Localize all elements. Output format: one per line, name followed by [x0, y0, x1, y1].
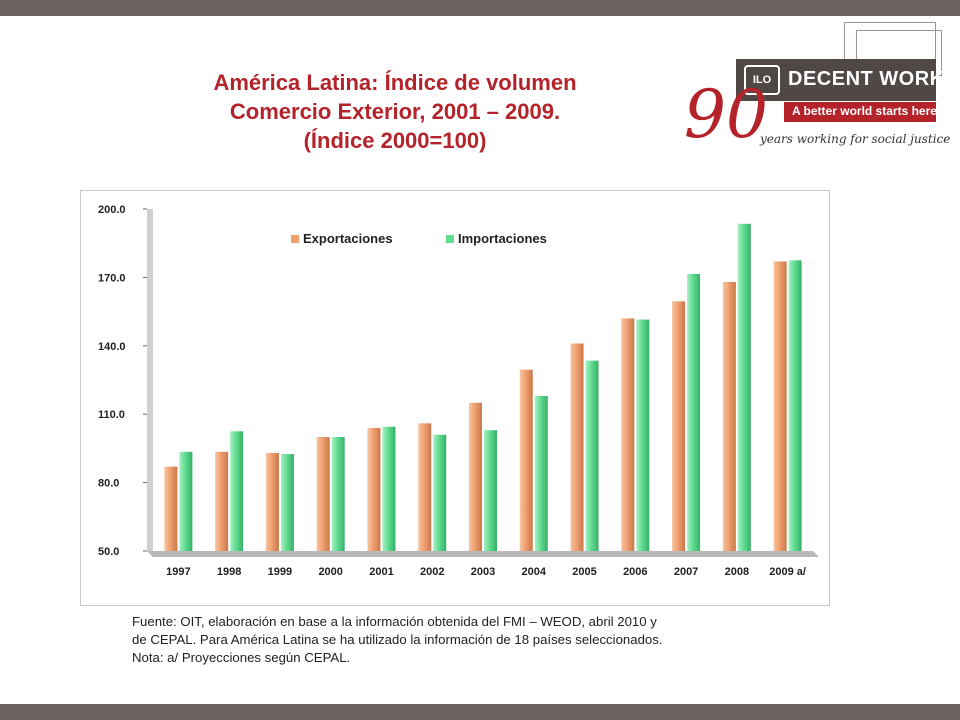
- title-line-2: Comercio Exterior, 2001 – 2009.: [229, 99, 561, 124]
- bar-importaciones: [687, 273, 701, 551]
- chart-floor: [147, 551, 819, 557]
- bar-exportaciones: [265, 452, 279, 551]
- logo-script-text: years working for social justice: [760, 132, 951, 146]
- bar-importaciones: [179, 451, 193, 551]
- x-tick-label: 2009 a/: [769, 566, 806, 578]
- bar-importaciones: [382, 426, 396, 551]
- legend-swatch-exportaciones: [291, 235, 299, 243]
- source-line-2: de CEPAL. Para América Latina se ha util…: [132, 632, 663, 647]
- bottom-frame-bar: [0, 704, 960, 720]
- title-line-1: América Latina: Índice de volumen: [213, 70, 577, 95]
- x-tick-label: 2002: [420, 566, 444, 578]
- bar-exportaciones: [519, 369, 533, 551]
- y-axis-wall: [147, 209, 153, 551]
- bar-exportaciones: [367, 427, 381, 551]
- bar-importaciones: [331, 437, 345, 551]
- x-tick-label: 1997: [166, 566, 190, 578]
- logo-90-anniversary: 90: [684, 76, 768, 153]
- decent-work-logo: ILO DECENT WORK A better world starts he…: [684, 22, 954, 162]
- bar-importaciones: [280, 454, 294, 551]
- logo-dark-banner: ILO DECENT WORK: [736, 59, 944, 101]
- slide-title: América Latina: Índice de volumen Comerc…: [150, 68, 640, 155]
- logo-red-banner: A better world starts here: [784, 102, 937, 122]
- x-tick-label: 2000: [318, 566, 342, 578]
- bar-importaciones: [230, 431, 244, 551]
- y-tick-label: 110.0: [98, 409, 125, 421]
- source-note: Fuente: OIT, elaboración en base a la in…: [132, 613, 812, 667]
- title-line-3: (Índice 2000=100): [303, 128, 487, 153]
- y-tick-label: 80.0: [98, 478, 119, 490]
- bar-importaciones: [484, 430, 497, 551]
- y-tick-label: 50.0: [98, 546, 119, 558]
- chart-container: 50.0 80.0 110.0 140.0 170.0 200.0 1997 1998 1999…: [80, 190, 830, 606]
- bar-importaciones: [585, 360, 599, 551]
- y-tick-label: 140.0: [98, 341, 126, 353]
- bar-exportaciones: [469, 402, 482, 551]
- bar-importaciones: [534, 395, 548, 551]
- x-tick-label: 2007: [674, 566, 698, 578]
- x-tick-label: 1999: [268, 566, 292, 578]
- bar-exportaciones: [621, 318, 635, 551]
- y-tick-label: 170.0: [98, 272, 126, 284]
- ilo-emblem-icon: ILO: [744, 65, 780, 95]
- bar-exportaciones: [215, 451, 229, 551]
- legend-swatch-importaciones: [446, 235, 454, 243]
- bar-exportaciones: [722, 281, 736, 551]
- source-line-1: Fuente: OIT, elaboración en base a la in…: [132, 614, 657, 629]
- y-tick-label: 200.0: [98, 204, 126, 216]
- x-tick-label: 1998: [217, 566, 241, 578]
- bar-importaciones: [737, 223, 751, 551]
- bar-exportaciones: [164, 466, 178, 551]
- bar-chart: 50.0 80.0 110.0 140.0 170.0 200.0 1997 1998 1999…: [98, 204, 819, 578]
- bar-exportaciones: [570, 343, 584, 551]
- x-tick-label: 2004: [522, 566, 547, 578]
- x-tick-label: 2005: [572, 566, 596, 578]
- bar-importaciones: [433, 434, 447, 551]
- legend-label-importaciones: Importaciones: [458, 231, 547, 246]
- logo-tagline: A better world starts here: [792, 104, 937, 118]
- top-frame-bar: [0, 0, 960, 16]
- bar-exportaciones: [418, 423, 432, 551]
- bar-exportaciones: [672, 301, 686, 551]
- bar-exportaciones: [773, 261, 787, 551]
- source-line-3: Nota: a/ Proyecciones según CEPAL.: [132, 650, 351, 665]
- legend-label-exportaciones: Exportaciones: [303, 231, 393, 246]
- logo-decent-work-text: DECENT WORK: [788, 68, 945, 90]
- x-tick-label: 2003: [471, 566, 495, 578]
- x-tick-label: 2001: [369, 566, 393, 578]
- bar-importaciones: [636, 319, 650, 551]
- x-tick-label: 2008: [725, 566, 749, 578]
- bar-exportaciones: [316, 437, 330, 551]
- x-tick-label: 2006: [623, 566, 647, 578]
- bar-importaciones: [788, 260, 802, 551]
